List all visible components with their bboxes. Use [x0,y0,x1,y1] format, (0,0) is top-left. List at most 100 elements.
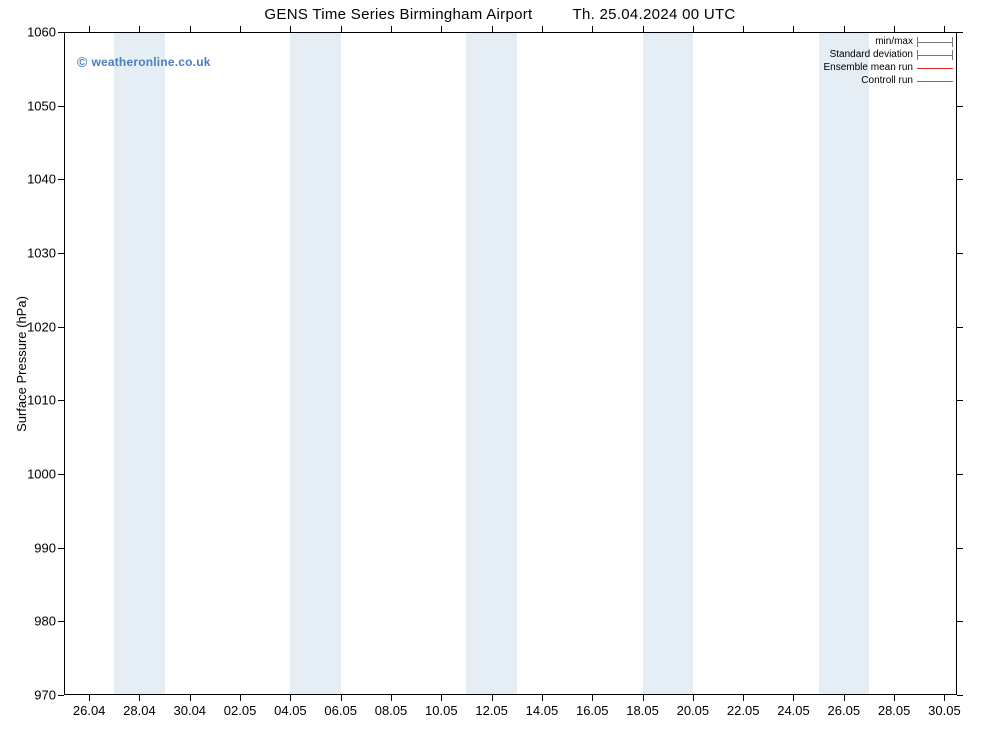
x-tick-label: 22.05 [727,703,760,718]
y-tick-mark [957,548,963,549]
x-tick-label: 12.05 [475,703,508,718]
y-tick-mark [957,400,963,401]
x-tick-mark [139,695,140,701]
x-tick-label: 24.05 [777,703,810,718]
legend-item: Ensemble mean run [824,61,954,74]
pressure-chart: GENS Time Series Birmingham AirportTh. 2… [0,0,1000,733]
x-tick-mark [793,26,794,32]
x-tick-label: 08.05 [375,703,408,718]
x-tick-mark [693,26,694,32]
x-tick-mark [793,695,794,701]
chart-title: GENS Time Series Birmingham AirportTh. 2… [0,6,1000,23]
x-tick-mark [89,695,90,701]
x-tick-mark [844,695,845,701]
x-tick-label: 04.05 [274,703,307,718]
legend-swatch [917,37,953,47]
x-tick-mark [240,695,241,701]
legend-item: min/max [824,35,954,48]
legend-label: Standard deviation [830,48,917,61]
weekend-band [466,32,516,695]
x-tick-mark [643,695,644,701]
x-tick-mark [290,695,291,701]
weekend-band [819,32,869,695]
x-tick-mark [492,695,493,701]
x-tick-mark [592,26,593,32]
y-tick-label: 1020 [27,319,56,334]
x-tick-label: 06.05 [324,703,357,718]
x-tick-mark [441,26,442,32]
legend-swatch [917,63,953,73]
x-tick-label: 10.05 [425,703,458,718]
x-tick-label: 28.04 [123,703,156,718]
x-tick-label: 26.05 [828,703,861,718]
y-tick-mark [58,621,64,622]
y-tick-mark [957,106,963,107]
legend-swatch [917,50,953,60]
y-tick-label: 970 [34,688,56,703]
x-tick-mark [240,26,241,32]
y-tick-mark [957,327,963,328]
legend-label: Controll run [861,74,917,87]
y-tick-label: 1040 [27,172,56,187]
x-tick-mark [391,26,392,32]
weekend-band [290,32,340,695]
copyright-icon: © [77,54,88,70]
x-tick-mark [139,26,140,32]
x-tick-mark [643,26,644,32]
x-tick-label: 30.04 [173,703,206,718]
y-tick-mark [58,400,64,401]
y-tick-mark [58,32,64,33]
y-tick-mark [957,179,963,180]
x-tick-mark [844,26,845,32]
x-tick-mark [693,695,694,701]
y-tick-mark [58,327,64,328]
x-tick-mark [944,26,945,32]
y-tick-label: 990 [34,540,56,555]
y-tick-mark [58,179,64,180]
x-tick-mark [341,695,342,701]
title-suffix: Th. 25.04.2024 00 UTC [573,6,736,23]
watermark: © weatheronline.co.uk [77,54,211,70]
y-tick-mark [58,474,64,475]
x-tick-mark [894,26,895,32]
x-tick-label: 26.04 [73,703,106,718]
x-tick-mark [743,695,744,701]
x-tick-mark [944,695,945,701]
y-tick-label: 1050 [27,98,56,113]
x-tick-label: 14.05 [526,703,559,718]
x-tick-label: 30.05 [928,703,961,718]
x-tick-mark [190,26,191,32]
x-tick-label: 28.05 [878,703,911,718]
weekend-band [643,32,693,695]
x-tick-label: 18.05 [626,703,659,718]
legend-label: min/max [875,35,917,48]
x-tick-mark [743,26,744,32]
y-tick-mark [957,32,963,33]
y-tick-mark [58,695,64,696]
watermark-text: weatheronline.co.uk [91,55,210,69]
legend: min/maxStandard deviationEnsemble mean r… [824,35,954,87]
x-tick-label: 16.05 [576,703,609,718]
y-tick-label: 1060 [27,25,56,40]
y-tick-label: 1030 [27,246,56,261]
y-tick-mark [957,253,963,254]
y-tick-label: 980 [34,614,56,629]
x-tick-mark [341,26,342,32]
legend-item: Standard deviation [824,48,954,61]
y-tick-mark [58,548,64,549]
x-tick-mark [894,695,895,701]
x-tick-mark [391,695,392,701]
x-tick-mark [290,26,291,32]
y-tick-mark [58,253,64,254]
x-tick-label: 02.05 [224,703,257,718]
y-tick-mark [957,621,963,622]
x-tick-mark [441,695,442,701]
legend-label: Ensemble mean run [824,61,918,74]
y-tick-mark [957,474,963,475]
x-tick-mark [492,26,493,32]
x-tick-mark [592,695,593,701]
y-tick-mark [58,106,64,107]
x-tick-mark [542,695,543,701]
x-tick-mark [542,26,543,32]
weekend-band [114,32,164,695]
